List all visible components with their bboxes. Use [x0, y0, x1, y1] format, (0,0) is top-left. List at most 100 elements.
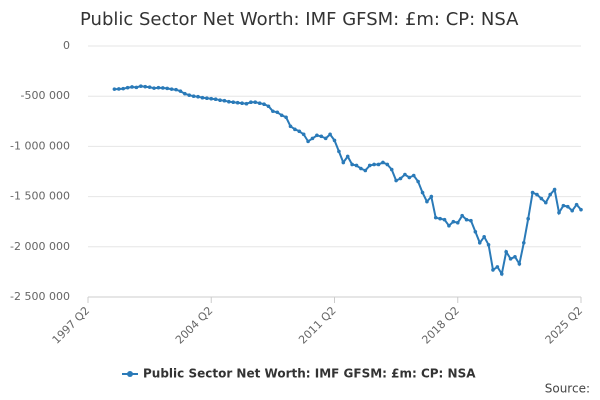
- data-point: [460, 213, 464, 218]
- data-point: [543, 200, 548, 205]
- data-point: [548, 192, 552, 197]
- data-point: [565, 204, 570, 209]
- data-point: [306, 139, 310, 144]
- data-point: [539, 196, 544, 201]
- data-point: [249, 100, 253, 105]
- legend-label: Public Sector Net Worth: IMF GFSM: £m: C…: [143, 367, 476, 381]
- data-point: [372, 162, 376, 167]
- data-point: [530, 190, 535, 195]
- data-point: [253, 100, 258, 105]
- x-tick-label: 1997 Q2: [50, 304, 93, 347]
- chart-title: Public Sector Net Worth: IMF GFSM: £m: C…: [80, 9, 519, 30]
- data-point: [451, 219, 456, 224]
- data-point: [376, 162, 381, 167]
- data-point: [381, 160, 385, 165]
- y-tick-label: -2 500 000: [10, 290, 70, 303]
- data-point: [486, 242, 491, 247]
- data-point: [213, 97, 218, 102]
- data-point: [200, 95, 205, 100]
- data-point: [345, 154, 350, 159]
- data-point: [332, 138, 337, 143]
- data-point: [328, 132, 332, 137]
- data-point: [147, 85, 152, 89]
- data-point: [394, 178, 398, 183]
- data-point: [257, 101, 262, 106]
- data-point: [407, 175, 412, 180]
- data-point: [218, 98, 222, 103]
- data-point: [121, 86, 126, 91]
- data-point: [367, 163, 372, 168]
- data-point: [491, 268, 495, 272]
- data-point: [165, 86, 170, 91]
- data-point: [574, 202, 579, 207]
- data-point: [161, 86, 165, 90]
- series-line: [114, 85, 582, 277]
- data-point: [416, 179, 420, 184]
- data-point: [526, 216, 530, 221]
- data-point: [205, 96, 209, 101]
- data-point: [275, 110, 280, 115]
- data-point: [125, 85, 130, 90]
- data-point: [152, 86, 156, 90]
- data-point: [310, 136, 315, 141]
- source-label: Source:: [545, 382, 590, 396]
- data-point: [464, 217, 469, 222]
- data-point: [178, 89, 183, 93]
- data-point: [284, 115, 288, 120]
- data-point: [191, 94, 196, 98]
- data-point: [504, 250, 508, 254]
- data-point: [227, 99, 231, 104]
- data-point: [508, 257, 513, 261]
- data-point: [473, 229, 478, 234]
- data-point: [288, 124, 293, 129]
- data-point: [183, 91, 187, 96]
- y-tick-label: -500 000: [21, 89, 70, 102]
- data-point: [323, 136, 328, 141]
- data-point: [156, 85, 161, 90]
- data-point: [301, 132, 306, 137]
- data-point: [266, 104, 271, 109]
- y-tick-label: -1 500 000: [10, 190, 70, 203]
- data-point: [438, 216, 442, 221]
- data-point: [557, 210, 561, 215]
- x-tick-label: 2011 Q2: [296, 304, 339, 347]
- data-point: [411, 173, 416, 178]
- data-point: [174, 87, 178, 92]
- data-point: [350, 162, 354, 167]
- data-point: [521, 240, 526, 245]
- data-point: [354, 163, 359, 168]
- data-point: [517, 262, 522, 266]
- x-tick-label: 2004 Q2: [173, 304, 216, 347]
- data-point: [187, 93, 192, 97]
- data-point: [499, 272, 504, 276]
- y-tick-label: -1 000 000: [10, 139, 70, 152]
- legend-marker: [127, 371, 133, 377]
- data-point: [169, 87, 174, 91]
- data-point: [117, 87, 121, 91]
- data-point: [279, 113, 284, 118]
- data-point: [561, 203, 566, 208]
- y-tick-label: 0: [63, 39, 70, 52]
- data-point: [385, 162, 390, 167]
- data-point: [240, 101, 244, 106]
- data-point: [389, 167, 394, 172]
- data-point: [579, 207, 583, 212]
- data-point: [130, 85, 134, 89]
- data-point: [231, 100, 236, 105]
- x-tick-label: 2025 Q2: [543, 304, 586, 347]
- data-point: [495, 265, 500, 269]
- data-point: [244, 101, 249, 106]
- data-point: [535, 192, 539, 197]
- data-point: [293, 127, 297, 132]
- data-point: [196, 94, 200, 99]
- data-point: [455, 220, 460, 225]
- data-point: [315, 133, 319, 138]
- data-point: [425, 199, 429, 204]
- data-point: [477, 240, 482, 245]
- data-point: [134, 85, 139, 90]
- data-point: [209, 96, 214, 101]
- data-point: [341, 160, 346, 165]
- data-point: [469, 218, 473, 223]
- data-point: [442, 217, 447, 222]
